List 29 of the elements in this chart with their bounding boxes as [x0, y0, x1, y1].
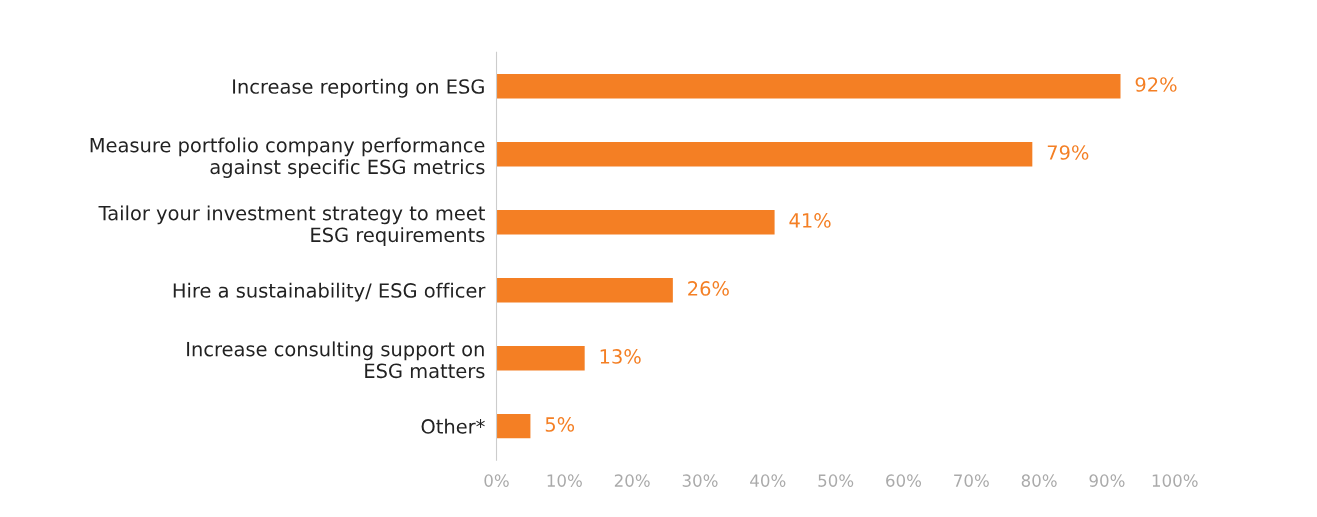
x-tick-label: 20%: [614, 474, 650, 487]
data-label: 41%: [789, 213, 831, 228]
bar: [496, 345, 585, 371]
x-tick-label: 10%: [547, 474, 582, 487]
y-tick-label: Measure portfolio company performance against specific ESG metrics: [90, 137, 485, 178]
x-tick-label: 50%: [818, 474, 854, 487]
y-tick-label: Other*: [421, 418, 485, 434]
data-label: 79%: [1047, 145, 1089, 160]
bar: [496, 73, 1121, 99]
y-tick-label: Increase consulting support on ESG matters: [187, 341, 485, 379]
x-tick-label: 100%: [1152, 474, 1198, 487]
x-tick-label: 70%: [954, 474, 989, 487]
x-tick-label: 30%: [682, 474, 718, 487]
x-tick-label: 60%: [886, 474, 922, 487]
bar: [496, 141, 1033, 167]
y-tick-label: Increase reporting on ESG: [233, 78, 484, 98]
data-label: 92%: [1135, 77, 1177, 92]
bar: [496, 209, 775, 235]
x-tick-label: 40%: [750, 474, 786, 487]
y-tick-label: Hire a sustainability/ ESG officer: [173, 282, 486, 302]
x-tick-label: 0%: [484, 474, 509, 487]
x-tick-label: 90%: [1089, 474, 1125, 487]
bar: [496, 277, 673, 303]
data-label: 13%: [600, 349, 641, 364]
y-tick-label: Tailor your investment strategy to meet ESG requirements: [98, 205, 485, 246]
bar: [496, 413, 531, 439]
data-label: 5%: [545, 417, 575, 432]
x-tick-label: 80%: [1021, 474, 1057, 487]
data-label: 26%: [688, 281, 729, 296]
